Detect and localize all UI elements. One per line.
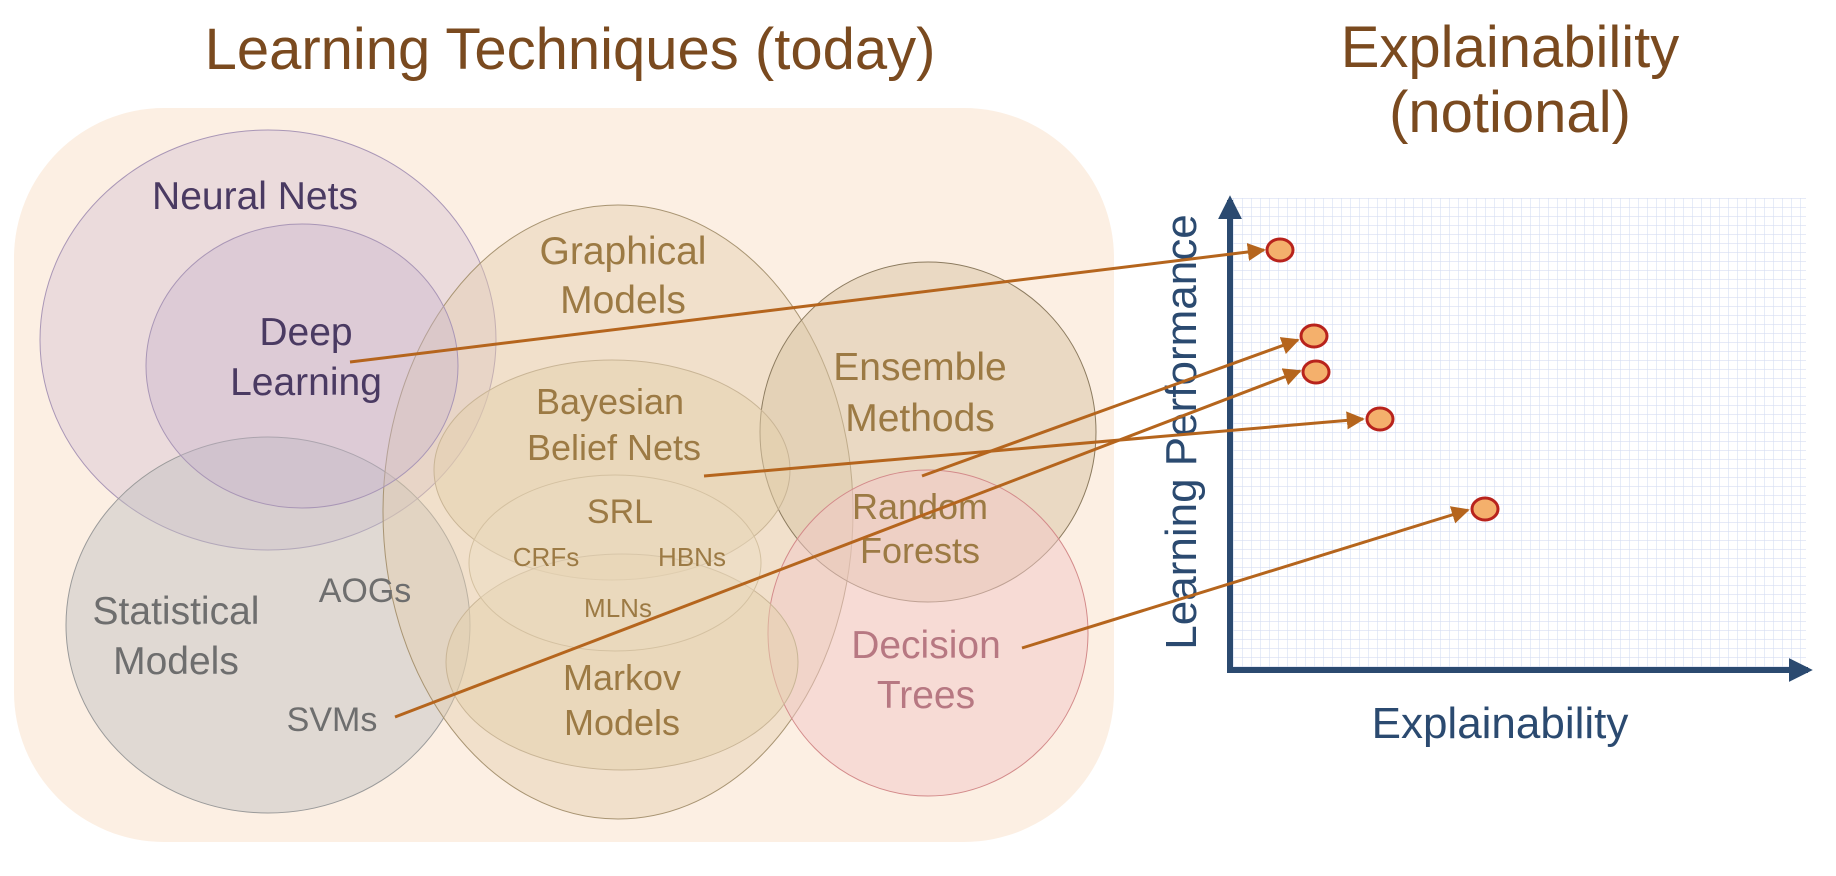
point-decision-trees — [1470, 496, 1500, 522]
neural-nets-circle — [39, 129, 497, 551]
deep-learning-label-1: Deep — [259, 311, 352, 354]
point-deep-learning — [1265, 237, 1295, 263]
graphical-models-label-2: Models — [560, 279, 686, 322]
markov-models-circle — [445, 553, 799, 771]
bayesian-belief-nets-label-2: Belief Nets — [527, 427, 701, 468]
point-bayesian — [1365, 406, 1395, 432]
ensemble-methods-label-2: Methods — [845, 397, 995, 440]
left-title: Learning Techniques (today) — [204, 17, 936, 82]
plot-grid — [1230, 198, 1806, 668]
hbns-label: HBNs — [658, 542, 726, 572]
point-svms — [1301, 359, 1331, 385]
point-random-forests — [1299, 323, 1329, 349]
x-axis-label: Explainability — [1372, 699, 1629, 748]
arrow-svms — [394, 368, 1302, 719]
markov-models-label-2: Models — [564, 702, 680, 743]
srl-label: SRL — [587, 493, 653, 531]
arrow-bayesian — [703, 411, 1365, 478]
decision-trees-label-2: Trees — [877, 674, 975, 717]
right-title-line2: (notional) — [1389, 79, 1631, 145]
statistical-models-label-1: Statistical — [93, 590, 260, 633]
right-title: Explainability (notional) — [1290, 15, 1730, 146]
statistical-models-label-2: Models — [113, 640, 239, 683]
right-title-line1: Explainability — [1340, 15, 1680, 80]
deep-learning-circle — [145, 223, 459, 509]
ensemble-methods-label-1: Ensemble — [833, 346, 1006, 389]
deep-learning-label-2: Learning — [230, 361, 382, 404]
arrow-random-forests — [921, 337, 1300, 478]
arrow-deep-learning — [349, 243, 1266, 364]
arrow-decision-trees — [1021, 506, 1470, 650]
aogs-label: AOGs — [319, 572, 412, 610]
svms-label: SVMs — [287, 701, 378, 739]
bayesian-belief-nets-label-1: Bayesian — [536, 381, 684, 422]
crfs-label: CRFs — [513, 542, 579, 572]
random-forests-label-2: Forests — [860, 530, 980, 571]
mlns-label: MLNs — [584, 593, 652, 623]
markov-models-label-1: Markov — [563, 657, 681, 698]
decision-trees-label-1: Decision — [851, 624, 1001, 667]
neural-nets-label: Neural Nets — [152, 175, 358, 218]
graphical-models-label-1: Graphical — [540, 230, 707, 273]
random-forests-label-1: Random — [852, 486, 988, 527]
srl-circle — [468, 474, 762, 652]
